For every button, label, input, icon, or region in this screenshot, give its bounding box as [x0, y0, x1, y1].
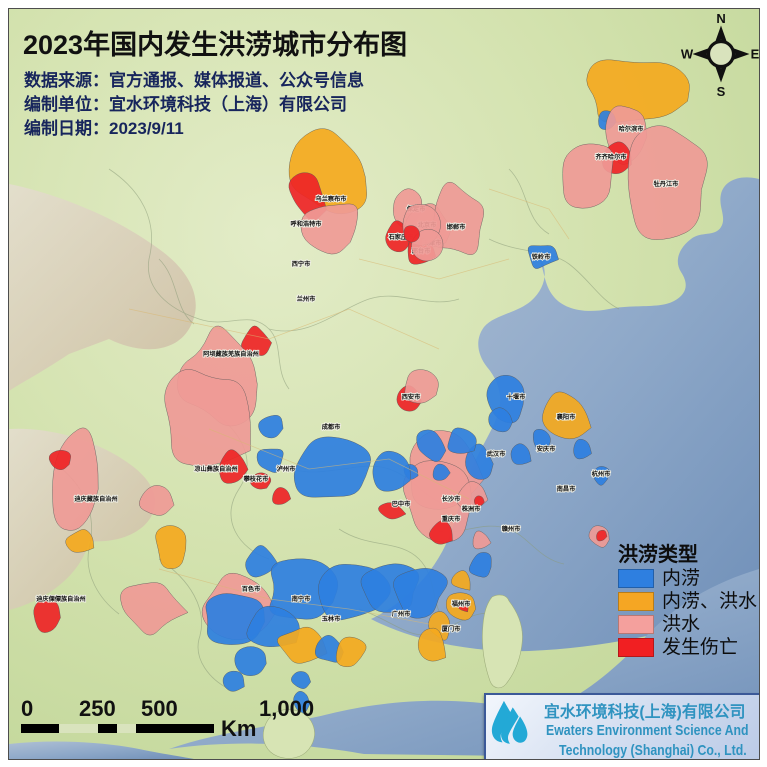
svg-text:百色市: 百色市 [242, 585, 261, 593]
svg-text:南宁市: 南宁市 [292, 595, 311, 603]
svg-text:巴中市: 巴中市 [392, 500, 411, 508]
svg-text:西安市: 西安市 [402, 393, 421, 401]
svg-text:广州市: 广州市 [392, 610, 411, 618]
svg-text:杭州市: 杭州市 [592, 470, 611, 478]
svg-text:安庆市: 安庆市 [537, 445, 556, 453]
svg-text:兰州市: 兰州市 [297, 295, 316, 303]
svg-text:阿坝藏族羌族自治州: 阿坝藏族羌族自治州 [203, 350, 259, 358]
svg-text:西宁市: 西宁市 [292, 260, 311, 268]
svg-text:S: S [717, 84, 726, 99]
svg-text:凉山彝族自治州: 凉山彝族自治州 [194, 465, 237, 473]
svg-text:长沙市: 长沙市 [442, 495, 461, 503]
svg-text:泸州市: 泸州市 [277, 465, 296, 473]
svg-text:襄阳市: 襄阳市 [556, 413, 576, 421]
svg-text:十堰市: 十堰市 [507, 393, 526, 401]
svg-text:铁岭市: 铁岭市 [532, 253, 551, 261]
svg-text:牡丹江市: 牡丹江市 [654, 180, 680, 188]
svg-text:齐齐哈尔市: 齐齐哈尔市 [596, 153, 628, 161]
svg-text:W: W [681, 47, 694, 62]
svg-text:N: N [716, 11, 725, 26]
svg-text:福州市: 福州市 [451, 600, 471, 608]
svg-text:呼和浩特市: 呼和浩特市 [291, 220, 323, 228]
svg-text:迪庆藏族自治州: 迪庆藏族自治州 [74, 495, 117, 503]
svg-text:迪庆傈僳族自治州: 迪庆傈僳族自治州 [36, 595, 86, 603]
svg-text:乌兰察布市: 乌兰察布市 [316, 195, 348, 203]
svg-text:赣州市: 赣州市 [502, 525, 521, 533]
svg-text:株洲市: 株洲市 [462, 505, 481, 513]
svg-text:厦门市: 厦门市 [441, 625, 461, 633]
svg-text:成都市: 成都市 [322, 423, 341, 431]
svg-text:哈尔滨市: 哈尔滨市 [619, 125, 645, 133]
svg-text:邯郸市: 邯郸市 [447, 223, 466, 231]
svg-text:玉林市: 玉林市 [322, 615, 341, 623]
svg-text:攀枝花市: 攀枝花市 [243, 475, 270, 483]
svg-text:武汉市: 武汉市 [487, 450, 506, 458]
svg-text:E: E [751, 47, 759, 62]
svg-text:南昌市: 南昌市 [557, 485, 576, 493]
svg-text:重庆市: 重庆市 [442, 515, 461, 523]
